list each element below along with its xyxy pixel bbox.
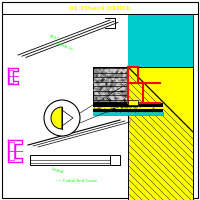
Bar	[93, 107, 163, 109]
Bar	[9, 142, 14, 160]
Bar	[93, 103, 163, 107]
Text: Gr4eb Lv: Gr4eb Lv	[55, 41, 74, 51]
Bar	[128, 100, 138, 105]
Bar	[128, 15, 193, 67]
Bar	[128, 67, 193, 200]
Bar	[93, 112, 163, 115]
Text: ~~ Cedral End Cover: ~~ Cedral End Cover	[55, 179, 97, 183]
Bar	[93, 109, 163, 112]
Bar	[30, 155, 110, 165]
Text: 1: 1	[129, 118, 131, 122]
Circle shape	[44, 100, 80, 136]
Text: 01:Cthec4 OKOCb: 01:Cthec4 OKOCb	[69, 5, 131, 10]
Wedge shape	[51, 107, 62, 129]
Text: 3C11: 3C11	[48, 34, 59, 42]
Bar	[93, 67, 128, 102]
Bar	[9, 70, 13, 83]
Text: Cedral: Cedral	[50, 167, 64, 175]
